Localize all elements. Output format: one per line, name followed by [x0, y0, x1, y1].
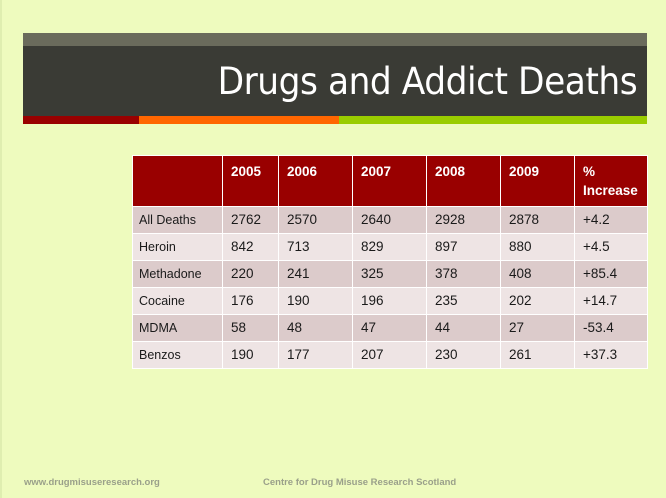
cell-2007: 196 [352, 287, 427, 315]
cell-drug: All Deaths [132, 206, 223, 234]
cell-pct: +14.7 [574, 287, 648, 315]
banner-top-strip [23, 33, 647, 46]
table-header-row: 2005 2006 2007 2008 2009 % Increase [132, 155, 648, 207]
cell-pct: +4.2 [574, 206, 648, 234]
header-pct-line2: Increase [583, 183, 638, 198]
table-row: Heroin 842 713 829 897 880 +4.5 [132, 233, 648, 261]
cell-2007: 829 [352, 233, 427, 261]
cell-pct: +85.4 [574, 260, 648, 288]
footer-organization: Centre for Drug Misuse Research Scotland [263, 477, 457, 488]
cell-2007: 325 [352, 260, 427, 288]
cell-2006: 2570 [278, 206, 353, 234]
cell-2008: 44 [426, 314, 501, 342]
drug-deaths-table: 2005 2006 2007 2008 2009 % Increase All … [132, 155, 648, 369]
data-table-container: 2005 2006 2007 2008 2009 % Increase All … [132, 155, 648, 369]
cell-2008: 230 [426, 341, 501, 369]
table-row: Cocaine 176 190 196 235 202 +14.7 [132, 287, 648, 315]
cell-2005: 220 [222, 260, 279, 288]
cell-2009: 202 [500, 287, 575, 315]
cell-2007: 207 [352, 341, 427, 369]
cell-2005: 176 [222, 287, 279, 315]
cell-2005: 2762 [222, 206, 279, 234]
cell-2007: 2640 [352, 206, 427, 234]
slide-title: Drugs and Addict Deaths [217, 60, 637, 103]
cell-2006: 177 [278, 341, 353, 369]
header-cell-drug [132, 155, 223, 207]
cell-2009: 261 [500, 341, 575, 369]
cell-2006: 48 [278, 314, 353, 342]
cell-2007: 47 [352, 314, 427, 342]
header-cell-pct-increase: % Increase [574, 155, 648, 207]
cell-2006: 190 [278, 287, 353, 315]
header-cell-2005: 2005 [222, 155, 279, 207]
cell-2005: 190 [222, 341, 279, 369]
cell-2009: 27 [500, 314, 575, 342]
banner-color-bar [23, 116, 647, 124]
cell-drug: MDMA [132, 314, 223, 342]
cell-2005: 58 [222, 314, 279, 342]
header-pct-line1: % [583, 164, 596, 179]
cell-2005: 842 [222, 233, 279, 261]
table-row: Methadone 220 241 325 378 408 +85.4 [132, 260, 648, 288]
cell-pct: +37.3 [574, 341, 648, 369]
header-cell-2009: 2009 [500, 155, 575, 207]
cell-2008: 378 [426, 260, 501, 288]
bar-segment-red [23, 116, 139, 124]
cell-2009: 408 [500, 260, 575, 288]
cell-2009: 2878 [500, 206, 575, 234]
bar-segment-green [339, 116, 647, 124]
header-cell-2008: 2008 [426, 155, 501, 207]
header-cell-2007: 2007 [352, 155, 427, 207]
cell-drug: Methadone [132, 260, 223, 288]
bar-segment-orange [139, 116, 339, 124]
banner-main: Drugs and Addict Deaths [23, 46, 647, 116]
cell-2006: 241 [278, 260, 353, 288]
cell-2008: 235 [426, 287, 501, 315]
header-cell-2006: 2006 [278, 155, 353, 207]
cell-drug: Cocaine [132, 287, 223, 315]
cell-2008: 2928 [426, 206, 501, 234]
cell-drug: Benzos [132, 341, 223, 369]
cell-pct: -53.4 [574, 314, 648, 342]
table-row: All Deaths 2762 2570 2640 2928 2878 +4.2 [132, 206, 648, 234]
footer-website: www.drugmisuseresearch.org [24, 477, 160, 488]
table-row: Benzos 190 177 207 230 261 +37.3 [132, 341, 648, 369]
cell-drug: Heroin [132, 233, 223, 261]
title-banner: Drugs and Addict Deaths [23, 33, 647, 124]
cell-2009: 880 [500, 233, 575, 261]
table-row: MDMA 58 48 47 44 27 -53.4 [132, 314, 648, 342]
cell-2008: 897 [426, 233, 501, 261]
cell-pct: +4.5 [574, 233, 648, 261]
cell-2006: 713 [278, 233, 353, 261]
